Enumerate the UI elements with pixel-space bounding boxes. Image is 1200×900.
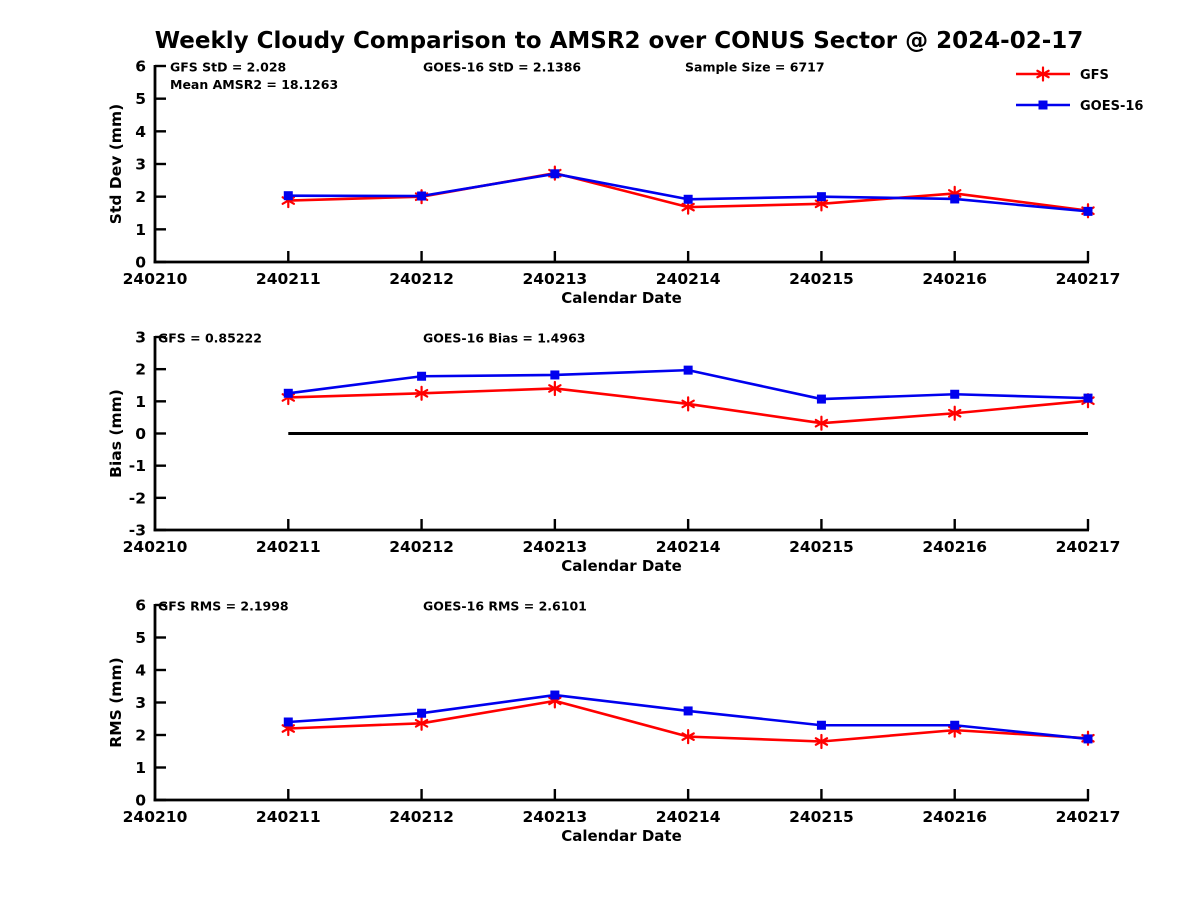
annotation-std-dev: Sample Size = 6717 — [685, 60, 825, 75]
goes-16-marker — [283, 388, 293, 398]
x-tick-label: 240212 — [389, 270, 454, 288]
y-tick-label: 3 — [135, 694, 146, 712]
gfs-marker — [681, 399, 695, 409]
rms-chart: 0 1 2 3 4 5 6 240210 240211 240212 240213 240214 240… — [107, 597, 1121, 846]
goes-16-marker — [283, 191, 293, 201]
goes-16-marker — [950, 720, 960, 730]
annotation-rms: GOES-16 RMS = 2.6101 — [423, 599, 587, 614]
goes-16-marker — [417, 708, 427, 718]
gfs-marker — [548, 384, 562, 393]
y-tick-label: -3 — [129, 522, 146, 540]
x-tick-label: 240214 — [656, 808, 721, 826]
gfs-marker — [814, 737, 829, 746]
y-tick-label: 2 — [135, 188, 146, 206]
y-axis-label: Bias (mm) — [107, 389, 125, 478]
goes-16-marker — [550, 690, 560, 700]
y-tick-label: 5 — [135, 90, 146, 108]
goes-16-marker — [417, 191, 427, 201]
legend-square-marker — [1038, 100, 1048, 110]
annotation-bias: GOES-16 Bias = 1.4963 — [423, 331, 585, 346]
legend-asterisk-marker — [1036, 69, 1050, 79]
gfs-marker — [681, 202, 695, 212]
goes-16-marker — [683, 706, 693, 716]
y-tick-label: 3 — [135, 156, 146, 174]
y-axis-label: RMS (mm) — [107, 657, 125, 747]
bias-chart: -3 -2 -1 0 1 2 3 240210 240211 240212 240213 240214… — [107, 329, 1121, 576]
x-tick-label: 240216 — [922, 270, 987, 288]
y-tick-label: 1 — [135, 221, 146, 239]
gfs-marker — [414, 388, 429, 398]
x-tick-label: 240212 — [389, 538, 454, 556]
page-title: Weekly Cloudy Comparison to AMSR2 over C… — [154, 28, 1084, 54]
x-tick-label: 240213 — [522, 270, 587, 288]
y-tick-label: 2 — [135, 361, 146, 379]
x-tick-label: 240216 — [922, 808, 987, 826]
y-tick-label: 0 — [135, 425, 146, 443]
gfs-marker — [947, 408, 962, 418]
x-tick-label: 240210 — [123, 808, 188, 826]
goes-16-marker — [283, 717, 293, 727]
x-tick-label: 240213 — [522, 808, 587, 826]
goes-16-marker — [417, 371, 427, 381]
x-tick-label: 240214 — [656, 538, 721, 556]
y-tick-label: 3 — [135, 329, 146, 347]
goes-16-marker — [950, 389, 960, 399]
y-tick-label: -2 — [129, 489, 146, 507]
y-tick-label: 2 — [135, 727, 146, 745]
gfs-marker — [814, 418, 829, 428]
x-axis-label: Calendar Date — [561, 557, 682, 575]
goes-16-marker — [683, 365, 693, 375]
legend-label: GOES-16 — [1080, 99, 1143, 114]
x-tick-label: 240211 — [256, 538, 321, 556]
y-tick-label: -1 — [129, 457, 146, 475]
annotation-std-dev: GOES-16 StD = 2.1386 — [423, 60, 581, 75]
x-tick-label: 240216 — [922, 538, 987, 556]
goes-16-marker — [816, 720, 826, 730]
goes-16-marker — [816, 394, 826, 404]
x-tick-label: 240210 — [123, 538, 188, 556]
gfs-marker — [814, 199, 829, 209]
gfs-marker — [681, 732, 695, 741]
x-tick-label: 240211 — [256, 808, 321, 826]
x-tick-label: 240217 — [1056, 538, 1121, 556]
legend-label: GFS — [1080, 68, 1109, 83]
goes-16-marker — [1083, 393, 1093, 403]
x-tick-label: 240210 — [123, 270, 188, 288]
annotation-bias: GFS = 0.85222 — [158, 331, 262, 346]
x-tick-label: 240212 — [389, 808, 454, 826]
y-tick-label: 4 — [135, 662, 146, 680]
x-tick-label: 240215 — [789, 538, 854, 556]
goes-16-marker — [683, 194, 693, 204]
stddev-chart: 0 1 2 3 4 5 6 240210 240211 240212 240213 240214 240… — [107, 58, 1143, 306]
annotation-std-dev: GFS StD = 2.028 — [170, 60, 286, 75]
gfs-marker — [414, 718, 429, 728]
goes-16-marker — [550, 169, 560, 179]
y-tick-label: 5 — [135, 629, 146, 647]
x-tick-label: 240217 — [1056, 270, 1121, 288]
x-tick-label: 240211 — [256, 270, 321, 288]
x-tick-label: 240214 — [656, 270, 721, 288]
y-axis-label: Std Dev (mm) — [107, 104, 125, 224]
goes-16-marker — [550, 370, 560, 380]
y-tick-label: 6 — [135, 597, 146, 615]
y-tick-label: 6 — [135, 58, 146, 76]
goes-16-marker — [816, 192, 826, 202]
y-tick-label: 1 — [135, 759, 146, 777]
y-tick-label: 4 — [135, 123, 146, 141]
annotation-rms: GFS RMS = 2.1998 — [158, 599, 289, 614]
annotation-std-dev: Mean AMSR2 = 18.1263 — [170, 77, 338, 92]
y-tick-label: 0 — [135, 792, 146, 810]
x-tick-label: 240217 — [1056, 808, 1121, 826]
y-tick-label: 0 — [135, 254, 146, 272]
y-tick-label: 1 — [135, 393, 146, 411]
goes-16-marker — [1083, 734, 1093, 744]
x-tick-label: 240213 — [522, 538, 587, 556]
goes-16-marker — [950, 194, 960, 204]
x-tick-label: 240215 — [789, 270, 854, 288]
goes-16-marker — [1083, 206, 1093, 216]
x-axis-label: Calendar Date — [561, 827, 682, 845]
x-tick-label: 240215 — [789, 808, 854, 826]
x-axis-label: Calendar Date — [561, 289, 682, 305]
